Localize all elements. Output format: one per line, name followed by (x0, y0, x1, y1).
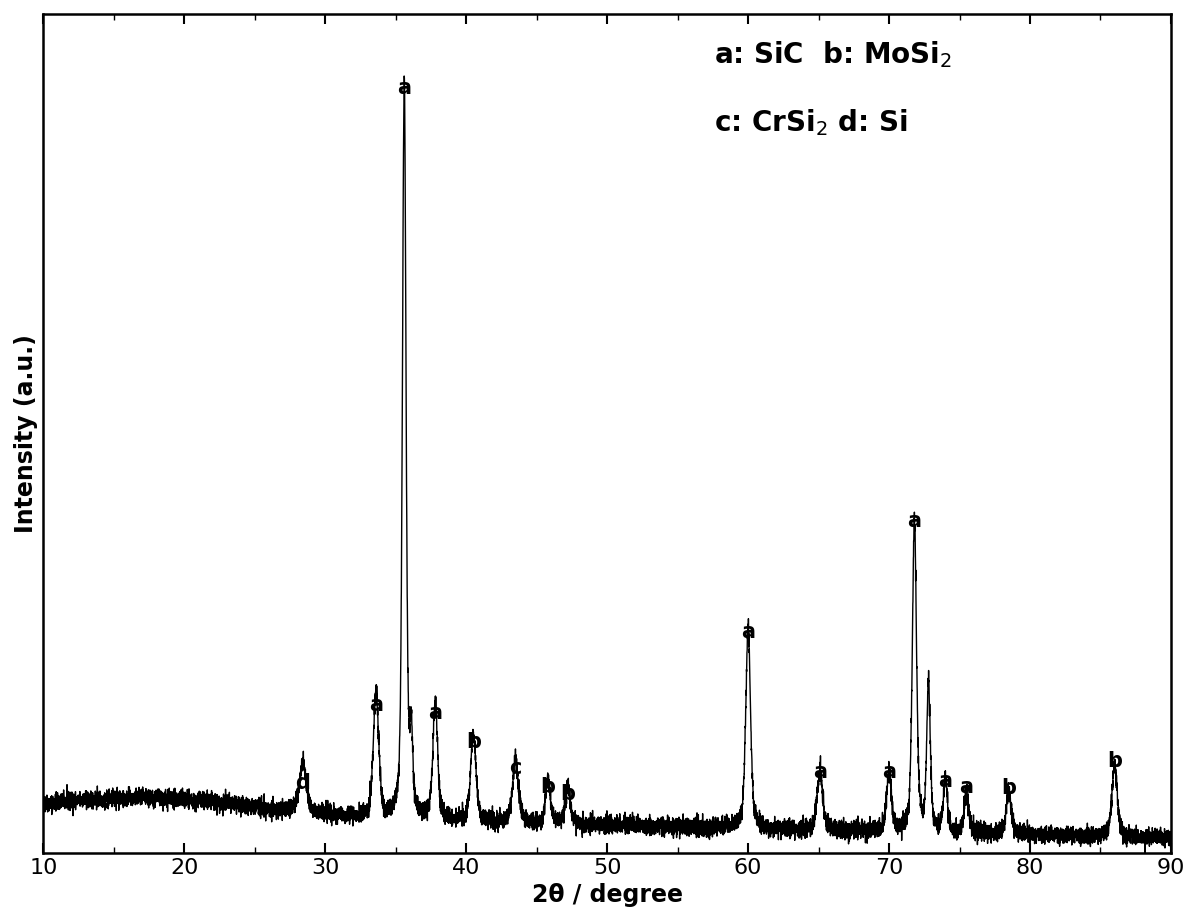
Text: b: b (560, 784, 576, 804)
Text: c: c (510, 758, 522, 778)
Text: a: SiC  b: MoSi$_2$

c: CrSi$_2$ d: Si: a: SiC b: MoSi$_2$ c: CrSi$_2$ d: Si (715, 39, 952, 138)
Text: a: a (397, 78, 411, 99)
Text: a: a (428, 703, 442, 723)
Y-axis label: Intensity (a.u.): Intensity (a.u.) (14, 333, 38, 532)
Text: a: a (939, 771, 952, 791)
Text: a: a (908, 511, 921, 530)
Text: b: b (1001, 778, 1017, 799)
Text: b: b (1107, 751, 1122, 771)
Text: a: a (741, 622, 755, 642)
Text: a: a (369, 695, 382, 716)
Text: a: a (882, 762, 896, 782)
Text: a: a (959, 776, 974, 797)
Text: b: b (465, 732, 481, 752)
Text: b: b (541, 776, 555, 797)
X-axis label: 2θ / degree: 2θ / degree (531, 883, 682, 907)
Text: d: d (295, 773, 311, 793)
Text: a: a (813, 762, 827, 782)
